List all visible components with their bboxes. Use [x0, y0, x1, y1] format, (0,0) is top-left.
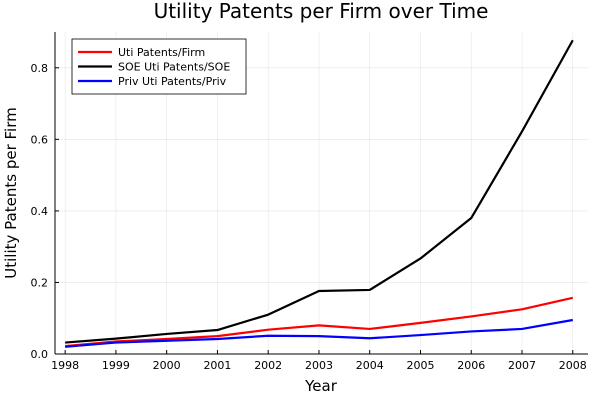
x-tick-label: 2006 [457, 359, 485, 372]
x-tick-label: 1999 [102, 359, 130, 372]
y-axis-ticks: 0.0 0.2 0.4 0.6 0.8 [31, 62, 59, 361]
legend-entry-label: Uti Patents/Firm [118, 46, 205, 59]
x-tick-label: 2002 [254, 359, 282, 372]
x-tick-label: 2005 [406, 359, 434, 372]
y-tick-label: 0.4 [31, 205, 49, 218]
chart-title: Utility Patents per Firm over Time [154, 0, 489, 23]
legend: Uti Patents/Firm SOE Uti Patents/SOEPriv … [71, 38, 247, 95]
x-tick-label: 2001 [203, 359, 231, 372]
y-tick-label: 0.6 [31, 133, 49, 146]
y-tick-label: 0.8 [31, 62, 49, 75]
series-layer [65, 39, 574, 348]
y-tick-label: 0.2 [31, 276, 49, 289]
x-tick-label: 2003 [305, 359, 333, 372]
x-tick-label: 2007 [508, 359, 536, 372]
y-tick-label: 0.0 [31, 348, 49, 361]
y-axis-label: Utility Patents per Firm [2, 107, 20, 278]
x-tick-label: 1998 [51, 359, 79, 372]
x-tick-label: 2008 [559, 359, 587, 372]
legend-entry-label: Priv Uti Patents/Priv [118, 75, 227, 88]
x-axis-ticks: 1998 1999 2000 2001 2002 2003 2004 2005 2006 2007… [51, 350, 587, 372]
legend-entry-label: SOE Uti Patents/SOE [118, 61, 230, 74]
x-tick-label: 2000 [153, 359, 181, 372]
x-axis-label: Year [304, 377, 338, 395]
x-tick-label: 2004 [356, 359, 384, 372]
